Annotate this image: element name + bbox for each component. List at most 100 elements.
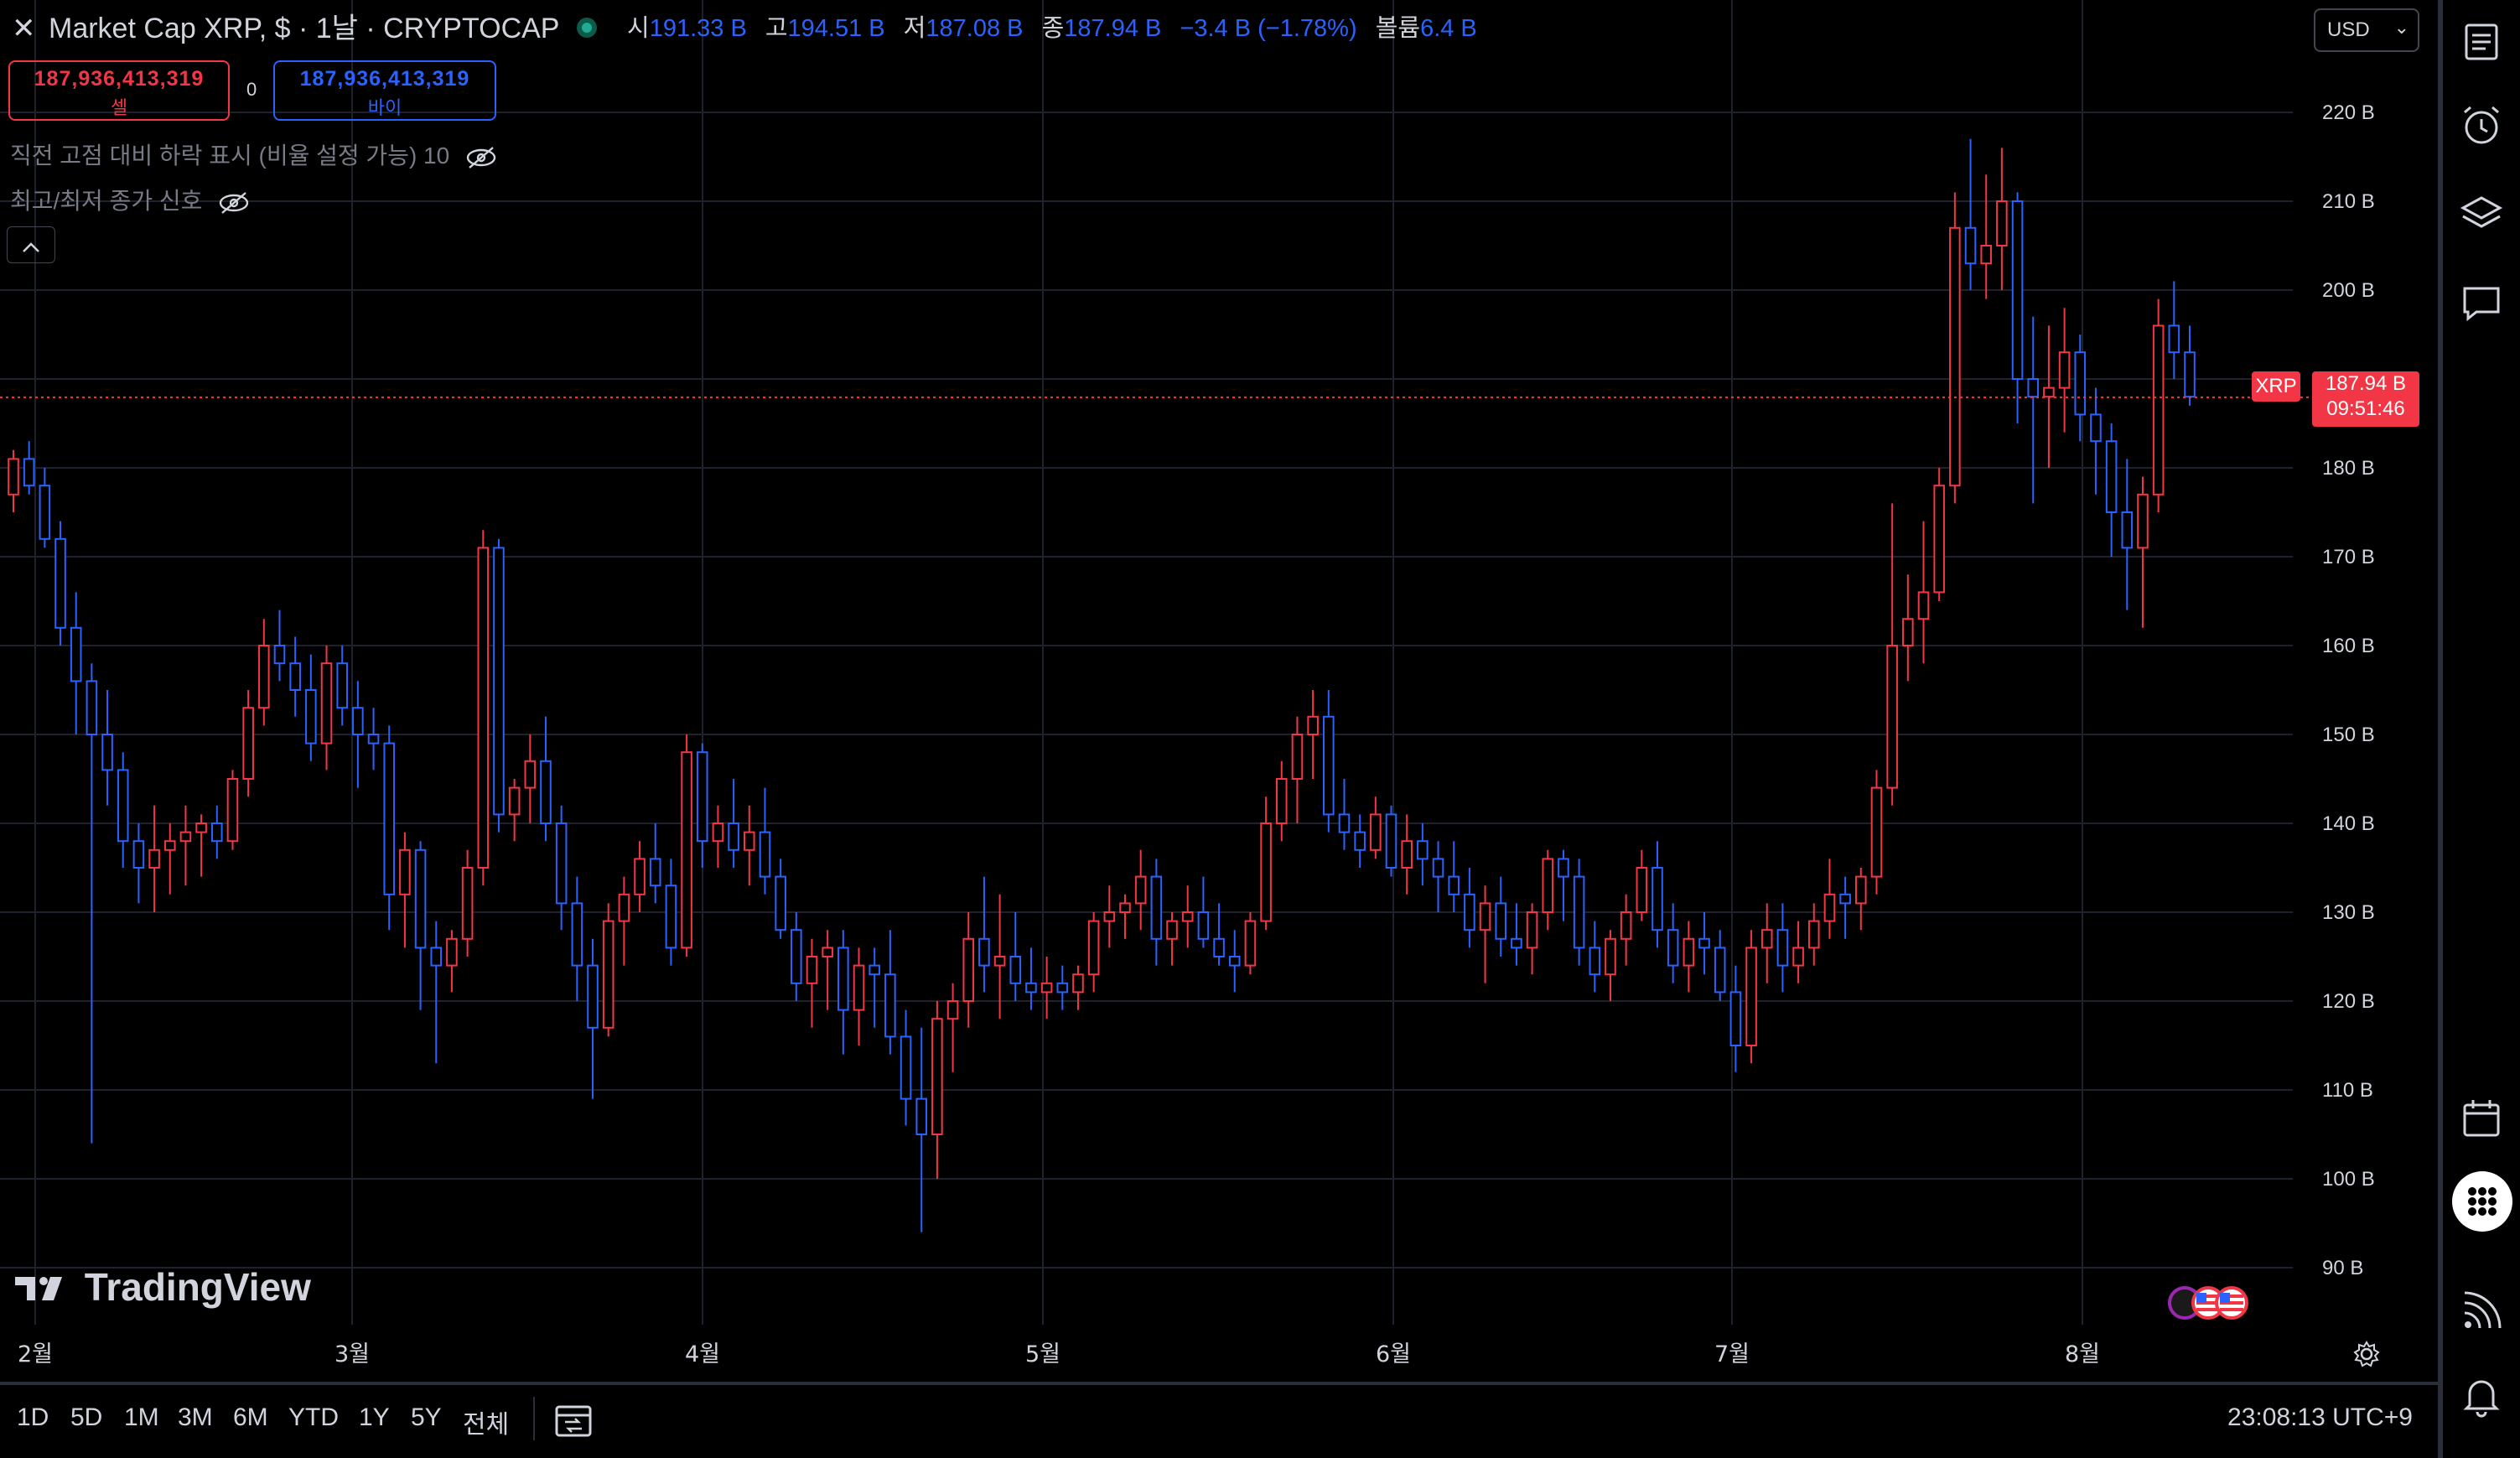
market-status-icon[interactable] xyxy=(577,18,597,38)
indicator-drawdown[interactable]: 직전 고점 대비 하락 표시 (비율 설정 가능) 10 xyxy=(10,137,498,171)
layers-icon[interactable] xyxy=(2458,191,2505,238)
candle-down xyxy=(1025,982,1037,994)
candle-down xyxy=(1558,858,1569,878)
indicator-highlow-label: 최고/최저 종가 신호 xyxy=(10,188,203,214)
x-axis-tick-label: 5월 xyxy=(1025,1341,1060,1367)
broadcast-icon[interactable] xyxy=(2458,1288,2505,1335)
candle-up xyxy=(806,956,818,984)
buy-price: 187,936,413,319 xyxy=(299,67,470,91)
x-axis-tick-label: 8월 xyxy=(2065,1341,2100,1367)
last-price-value: 187.94 B xyxy=(2325,372,2407,395)
candle-up xyxy=(1370,813,1382,851)
candle-up xyxy=(242,707,254,781)
chart-header: ✕ Market Cap XRP, $ · 1날 · CRYPTOCAP 시19… xyxy=(0,0,2297,59)
currency-select[interactable]: USD ⌄ xyxy=(2314,8,2419,52)
y-axis-tick-label: 140 B xyxy=(2322,812,2375,835)
apps-grid-icon[interactable] xyxy=(2451,1170,2513,1232)
bar-countdown: 09:51:46 xyxy=(2326,397,2405,420)
candle-down xyxy=(305,689,317,745)
collapse-legend-button[interactable] xyxy=(7,226,55,263)
range-button-1y[interactable]: 1Y xyxy=(359,1404,390,1431)
candle-up xyxy=(320,662,333,745)
alarm-clock-icon[interactable] xyxy=(2458,102,2505,149)
candle-up xyxy=(1244,920,1257,967)
candle-down xyxy=(649,858,661,887)
candle-up xyxy=(1103,911,1116,922)
candle-down xyxy=(2121,511,2134,549)
candle-up xyxy=(853,964,865,1011)
candle-down xyxy=(352,707,364,736)
candle-up xyxy=(712,822,724,843)
candle-down xyxy=(728,822,739,851)
range-button-1d[interactable]: 1D xyxy=(17,1404,49,1431)
tradingview-logo[interactable]: TradingView xyxy=(13,1264,311,1310)
low-value: 187.08 B xyxy=(926,15,1024,42)
watchlist-icon[interactable] xyxy=(2458,18,2505,65)
candle-down xyxy=(1651,867,1663,931)
y-axis-tick-label: 100 B xyxy=(2322,1168,2375,1191)
candle-down xyxy=(1698,937,1710,949)
candle-down xyxy=(289,662,301,692)
candle-down xyxy=(1495,902,1507,940)
chat-icon[interactable] xyxy=(2458,280,2505,327)
bell-icon[interactable] xyxy=(2458,1372,2505,1419)
sell-button[interactable]: 187,936,413,319 셀 xyxy=(8,60,230,121)
candle-up xyxy=(1760,929,1773,949)
range-button-3m[interactable]: 3M xyxy=(178,1404,213,1431)
buy-button[interactable]: 187,936,413,319 바이 xyxy=(273,60,496,121)
candle-up xyxy=(1683,937,1695,967)
ohlc-values: 시191.33 B 고194.51 B 저187.08 B 종187.94 B … xyxy=(627,12,1489,45)
candle-down xyxy=(1964,226,1977,265)
candle-up xyxy=(399,848,411,895)
close-value: 187.94 B xyxy=(1064,15,1162,42)
tv-logo-icon xyxy=(15,1277,62,1300)
candle-up xyxy=(477,547,490,869)
candle-down xyxy=(1464,893,1475,931)
axis-settings-gear-icon[interactable] xyxy=(2352,1340,2381,1368)
y-axis-tick-label: 200 B xyxy=(2322,279,2375,302)
candle-up xyxy=(931,1018,943,1135)
candle-down xyxy=(430,947,443,967)
candle-up xyxy=(226,778,239,843)
sell-label: 셀 xyxy=(110,97,128,118)
candle-down xyxy=(1448,875,1460,895)
candle-down xyxy=(869,964,880,976)
candle-down xyxy=(1511,937,1522,949)
range-button-ytd[interactable]: YTD xyxy=(288,1404,339,1431)
x-icon[interactable]: ✕ xyxy=(12,13,36,44)
date-range-icon[interactable] xyxy=(553,1402,594,1439)
indicator-highlow-close[interactable]: 최고/최저 종가 신호 xyxy=(10,183,251,216)
economic-events-icon[interactable] xyxy=(2166,1284,2267,1321)
candle-up xyxy=(1181,911,1194,922)
candle-down xyxy=(571,902,583,967)
candle-up xyxy=(461,867,474,940)
calendar-icon[interactable] xyxy=(2458,1095,2505,1142)
symbol-title[interactable]: Market Cap XRP, $ · 1날 · CRYPTOCAP xyxy=(49,13,560,44)
last-price-tag: 187.94 B 09:51:46 xyxy=(2312,371,2419,427)
candle-down xyxy=(1009,956,1022,984)
clock-timezone[interactable]: 23:08:13 UTC+9 xyxy=(2227,1404,2413,1431)
range-button-5d[interactable]: 5D xyxy=(70,1404,103,1431)
range-button-all[interactable]: 전체 xyxy=(463,1411,510,1439)
range-button-6m[interactable]: 6M xyxy=(233,1404,268,1431)
candle-up xyxy=(1542,858,1554,914)
candle-up xyxy=(179,831,192,843)
candle-up xyxy=(1807,920,1820,949)
candle-up xyxy=(1870,786,1883,878)
candle-down xyxy=(1197,911,1210,940)
candle-down xyxy=(696,751,708,843)
candle-down xyxy=(1150,875,1163,940)
eye-off-icon[interactable] xyxy=(464,145,498,170)
candle-down xyxy=(775,875,786,931)
range-button-5y[interactable]: 5Y xyxy=(411,1404,442,1431)
candle-down xyxy=(1839,893,1851,905)
range-button-1m[interactable]: 1M xyxy=(124,1404,159,1431)
eye-off-icon[interactable] xyxy=(217,190,251,215)
candle-up xyxy=(1166,920,1178,940)
candle-up xyxy=(681,751,692,949)
candle-down xyxy=(70,626,82,682)
right-toolbar xyxy=(2438,0,2520,1458)
y-axis-tick-label: 160 B xyxy=(2322,635,2375,657)
candle-up xyxy=(1526,911,1538,949)
